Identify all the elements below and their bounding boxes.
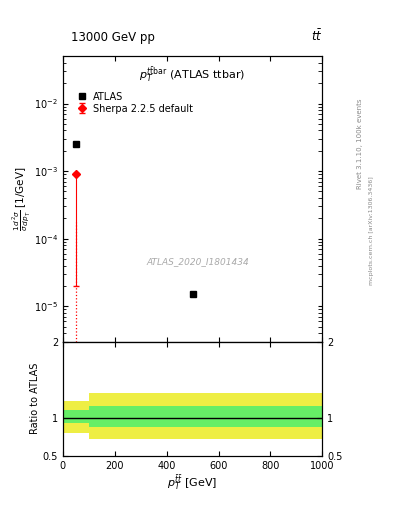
Text: mcplots.cern.ch [arXiv:1306.3436]: mcplots.cern.ch [arXiv:1306.3436] (369, 176, 374, 285)
Y-axis label: Ratio to ATLAS: Ratio to ATLAS (30, 363, 40, 434)
Y-axis label: $\frac{1}{\sigma}\frac{d^2\sigma}{dp_T}$ [1/GeV]: $\frac{1}{\sigma}\frac{d^2\sigma}{dp_T}$… (11, 166, 33, 231)
Text: Rivet 3.1.10, 100k events: Rivet 3.1.10, 100k events (356, 98, 363, 188)
Legend: ATLAS, Sherpa 2.2.5 default: ATLAS, Sherpa 2.2.5 default (73, 90, 195, 116)
Text: ATLAS_2020_I1801434: ATLAS_2020_I1801434 (146, 257, 249, 266)
ATLAS (73, 141, 78, 147)
Text: $p_T^{t\bar{\mathrm{t}}\mathrm{bar}}$ (ATLAS ttbar): $p_T^{t\bar{\mathrm{t}}\mathrm{bar}}$ (A… (140, 65, 246, 83)
Text: 13000 GeV pp: 13000 GeV pp (71, 31, 154, 44)
Text: $t\bar{t}$: $t\bar{t}$ (311, 28, 322, 44)
Line: ATLAS: ATLAS (72, 141, 196, 298)
X-axis label: $p^{\bar{t}\bar{t}}_T$ [GeV]: $p^{\bar{t}\bar{t}}_T$ [GeV] (167, 473, 218, 492)
ATLAS (190, 291, 195, 297)
